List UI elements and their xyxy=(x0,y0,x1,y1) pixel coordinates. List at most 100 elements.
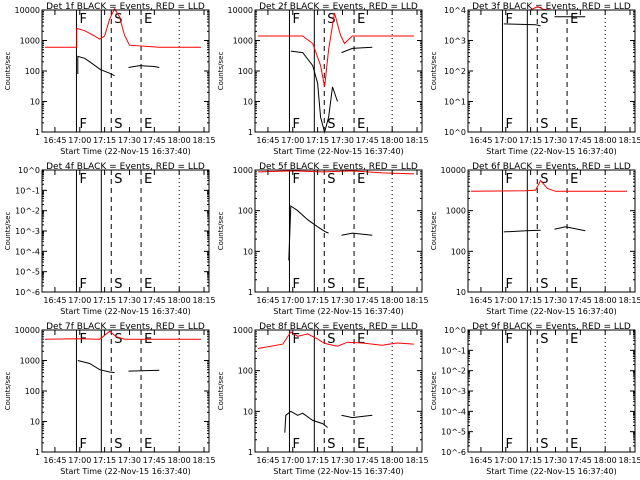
x-axis-label: Start Time (22-Nov-15 16:37:40) xyxy=(486,307,616,316)
event-marker-label: F xyxy=(79,172,86,187)
x-tick-label: 17:00 xyxy=(281,296,304,305)
plot-frame xyxy=(41,329,210,453)
event-marker-label: S xyxy=(327,437,335,452)
x-tick-label: 17:45 xyxy=(143,296,166,305)
x-tick-label: 18:15 xyxy=(405,296,428,305)
event-marker-label: E xyxy=(144,277,152,292)
x-tick-label: 17:30 xyxy=(118,296,141,305)
event-marker-label: S xyxy=(327,172,335,187)
chart-panel: Det 3f BLACK = Events, RED = LLD Counts/s… xyxy=(430,2,640,156)
x-tick-label: 18:00 xyxy=(381,136,404,145)
event-marker-label: E xyxy=(144,117,152,132)
y-tick-label: 100 xyxy=(238,67,253,76)
y-tick-label: 10^0 xyxy=(444,326,466,335)
x-tick-label: 17:45 xyxy=(143,456,166,465)
y-tick-label: 10^0 xyxy=(18,166,40,175)
x-tick-label: 18:15 xyxy=(192,456,215,465)
x-tick-label: 17:00 xyxy=(281,456,304,465)
y-tick-label: 10^-5 xyxy=(15,268,40,277)
x-tick-label: 17:00 xyxy=(68,456,91,465)
x-tick-label: 18:15 xyxy=(405,456,428,465)
event-marker-label: E xyxy=(144,172,152,187)
y-axis-label: Counts/sec xyxy=(430,212,438,251)
event-marker-label: F xyxy=(505,332,512,347)
x-tick-label: 16:45 xyxy=(256,136,279,145)
x-tick-label: 17:45 xyxy=(569,136,592,145)
y-tick-label: 10 xyxy=(456,288,466,297)
event-marker-label: F xyxy=(505,172,512,187)
x-axis-label: Start Time (22-Nov-15 16:37:40) xyxy=(486,467,616,476)
y-tick-label: 1000 xyxy=(446,207,466,216)
events-series-line xyxy=(341,414,373,419)
x-tick-label: 18:15 xyxy=(192,296,215,305)
event-marker-label: S xyxy=(327,277,335,292)
x-tick-label: 17:30 xyxy=(118,456,141,465)
x-tick-label: 18:15 xyxy=(405,136,428,145)
x-tick-label: 17:30 xyxy=(544,296,567,305)
x-tick-label: 17:15 xyxy=(306,456,329,465)
x-tick-label: 17:00 xyxy=(68,296,91,305)
lld-series-line xyxy=(258,12,414,87)
x-tick-label: 17:30 xyxy=(331,456,354,465)
x-tick-label: 17:15 xyxy=(306,136,329,145)
y-tick-label: 10^-2 xyxy=(441,367,466,376)
plot-frame xyxy=(41,169,210,293)
event-marker-label: F xyxy=(79,12,86,27)
event-marker-label: F xyxy=(79,332,86,347)
y-tick-label: 10^4 xyxy=(444,6,466,15)
events-series-line xyxy=(128,369,160,372)
event-marker-label: S xyxy=(327,332,335,347)
y-tick-label: 1000 xyxy=(233,166,253,175)
x-tick-label: 17:15 xyxy=(93,456,116,465)
plot-frame xyxy=(41,9,210,133)
y-tick-label: 100 xyxy=(25,387,40,396)
event-marker-label: S xyxy=(114,12,122,27)
event-marker-label: F xyxy=(505,437,512,452)
event-marker-label: S xyxy=(540,172,548,187)
chart-panel: Det 4f BLACK = Events, RED = LLD Counts/s… xyxy=(4,162,216,316)
events-series-line xyxy=(77,360,115,374)
y-axis-label: Counts/sec xyxy=(4,52,12,91)
event-marker-label: E xyxy=(357,437,365,452)
chart-title: Det 6f BLACK = Events, RED = LLD xyxy=(472,162,631,172)
x-tick-label: 18:00 xyxy=(594,456,617,465)
event-marker-label: E xyxy=(357,117,365,132)
events-series-line xyxy=(128,65,160,68)
plot-frame xyxy=(467,169,636,293)
y-tick-label: 100 xyxy=(238,207,253,216)
y-axis-label: Counts/sec xyxy=(430,52,438,91)
x-tick-label: 16:45 xyxy=(43,296,66,305)
y-tick-label: 1 xyxy=(35,128,40,137)
chart-title: Det 1f BLACK = Events, RED = LLD xyxy=(46,2,205,12)
y-tick-label: 10^-1 xyxy=(441,346,466,355)
events-series-line xyxy=(290,50,338,134)
y-tick-label: 10^0 xyxy=(444,128,466,137)
chart-title: Det 4f BLACK = Events, RED = LLD xyxy=(46,162,205,172)
events-series-line xyxy=(341,232,373,236)
y-axis-label: Counts/sec xyxy=(217,212,225,251)
event-marker-label: F xyxy=(292,12,299,27)
event-marker-label: E xyxy=(570,277,578,292)
event-marker-label: S xyxy=(540,332,548,347)
x-tick-label: 18:15 xyxy=(618,296,640,305)
x-tick-label: 18:00 xyxy=(381,296,404,305)
event-marker-label: S xyxy=(114,172,122,187)
event-marker-label: F xyxy=(292,277,299,292)
x-tick-label: 17:00 xyxy=(494,456,517,465)
x-axis-label: Start Time (22-Nov-15 16:37:40) xyxy=(273,307,403,316)
events-series-line xyxy=(503,23,541,27)
y-tick-label: 10 xyxy=(30,98,40,107)
event-marker-label: S xyxy=(540,117,548,132)
event-marker-label: S xyxy=(540,437,548,452)
x-tick-label: 17:30 xyxy=(331,296,354,305)
y-tick-label: 10000 xyxy=(15,326,40,335)
event-marker-label: S xyxy=(114,437,122,452)
event-marker-label: E xyxy=(357,172,365,187)
event-marker-label: F xyxy=(505,12,512,27)
y-tick-label: 10 xyxy=(243,247,253,256)
chart-panel: Det 1f BLACK = Events, RED = LLD Counts/s… xyxy=(4,2,216,156)
x-tick-label: 18:00 xyxy=(594,136,617,145)
x-tick-label: 16:45 xyxy=(43,136,66,145)
y-tick-label: 1 xyxy=(248,448,253,457)
event-marker-label: F xyxy=(292,332,299,347)
